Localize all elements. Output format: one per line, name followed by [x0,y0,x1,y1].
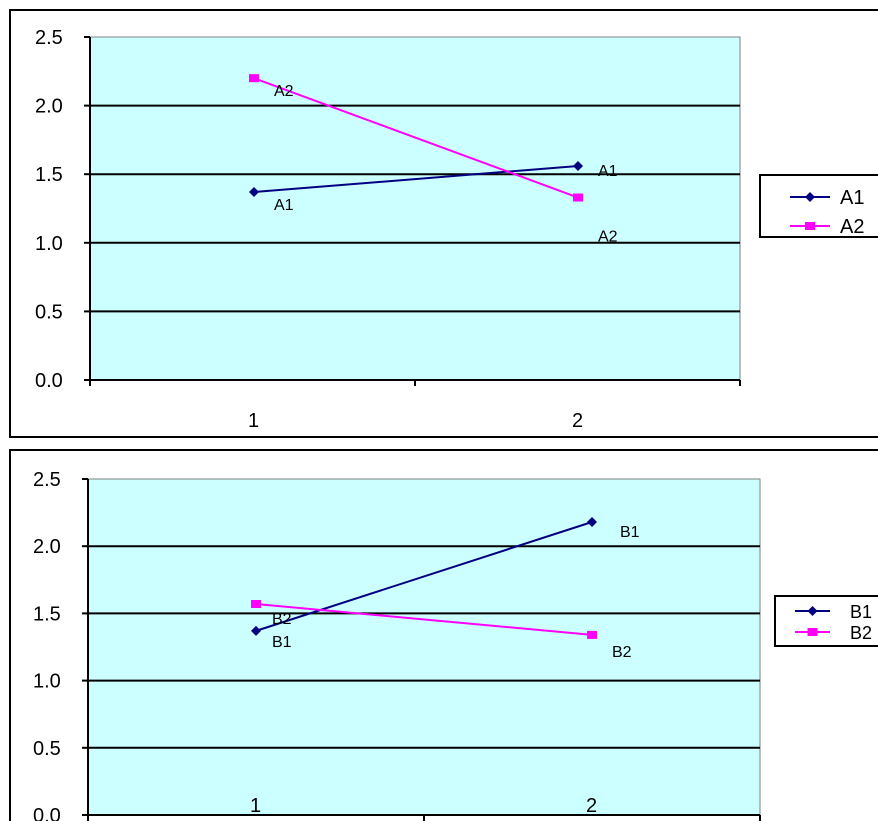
chart-1-legend-label-A2: A2 [840,216,864,238]
chart-2-legend [774,595,878,647]
chart-2-data-label-B1: B1 [620,524,640,541]
chart-2-series-line-B2 [255,602,593,636]
chart-1-legend-label-A1: A1 [840,187,864,209]
chart-2-y-tick-label: 1.5 [33,603,61,625]
chart-2-y-tick-label: 0.0 [33,805,61,821]
chart-2-y-tick-label: 2.0 [33,536,61,558]
chart-2-legend-label-B2: B2 [850,623,872,643]
chart-2-y-tick-label: 0.5 [33,738,61,760]
chart-1-y-tick-label: 2.5 [35,27,63,49]
chart-1-y-tick-label: 1.0 [35,233,63,255]
chart-1-point-A2 [249,74,259,83]
chart-1-y-tick-label: 2.0 [35,96,63,118]
chart-2-x-tick-label: 1 [250,795,261,817]
chart-2-series-line-B1 [255,521,593,632]
chart-2-point-B2 [587,630,597,639]
chart-2-y-tick-label: 2.5 [33,469,61,491]
chart-2-data-label-B1: B1 [272,634,292,651]
chart-1-plot-area [89,36,741,381]
chart-panel-2: 0.0 0.5 1.0 1.5 2.0 2.5 1 2 B1 B1 B2 B2 B1 B2 [0,440,878,821]
chart-1-y-tick-label: 0.0 [35,370,63,392]
chart-2-point-B2 [251,599,261,608]
chart-1-data-label-A1: A1 [598,163,618,180]
chart-1-point-A1 [573,160,583,171]
chart-1-data-label-A2: A2 [598,229,618,246]
chart-2-x-tick-label: 2 [586,795,597,817]
chart-2-legend-marker-B1 [807,606,818,616]
chart-1-data-label-A2: A2 [274,83,294,100]
chart-1-x-tick-label: 1 [248,410,259,432]
chart-panel-1: 0.0 0.5 1.0 1.5 2.0 2.5 1 2 A1 A1 A2 A2 A1 A2 [9,9,878,438]
chart-2-point-B1 [251,625,261,636]
chart-1-data-label-A1: A1 [274,197,294,214]
chart-1-series-line-A1 [253,164,579,194]
chart-2-data-label-B2: B2 [612,644,632,661]
chart-1-legend-marker-A1 [805,192,815,202]
chart-1-y-tick-label: 0.5 [35,301,63,323]
chart-1-svg: 0.0 0.5 1.0 1.5 2.0 2.5 1 2 A1 A1 A2 A2 A1 A2 [9,9,878,438]
chart-1-legend-marker-A2 [805,222,815,230]
chart-2-legend-label-B1: B1 [850,602,872,622]
chart-2-y-tick-label: 1.0 [33,671,61,693]
chart-2-legend-marker-B2 [807,628,818,636]
chart-2-point-B1 [587,517,597,528]
chart-1-point-A1 [249,187,259,198]
chart-1-x-tick-label: 2 [572,410,583,432]
chart-2-plot-area [87,478,761,816]
chart-1-series-line-A2 [253,77,579,199]
chart-1-point-A2 [573,193,583,202]
chart-2-data-label-B2: B2 [272,611,292,628]
chart-1-y-tick-label: 1.5 [35,164,63,186]
